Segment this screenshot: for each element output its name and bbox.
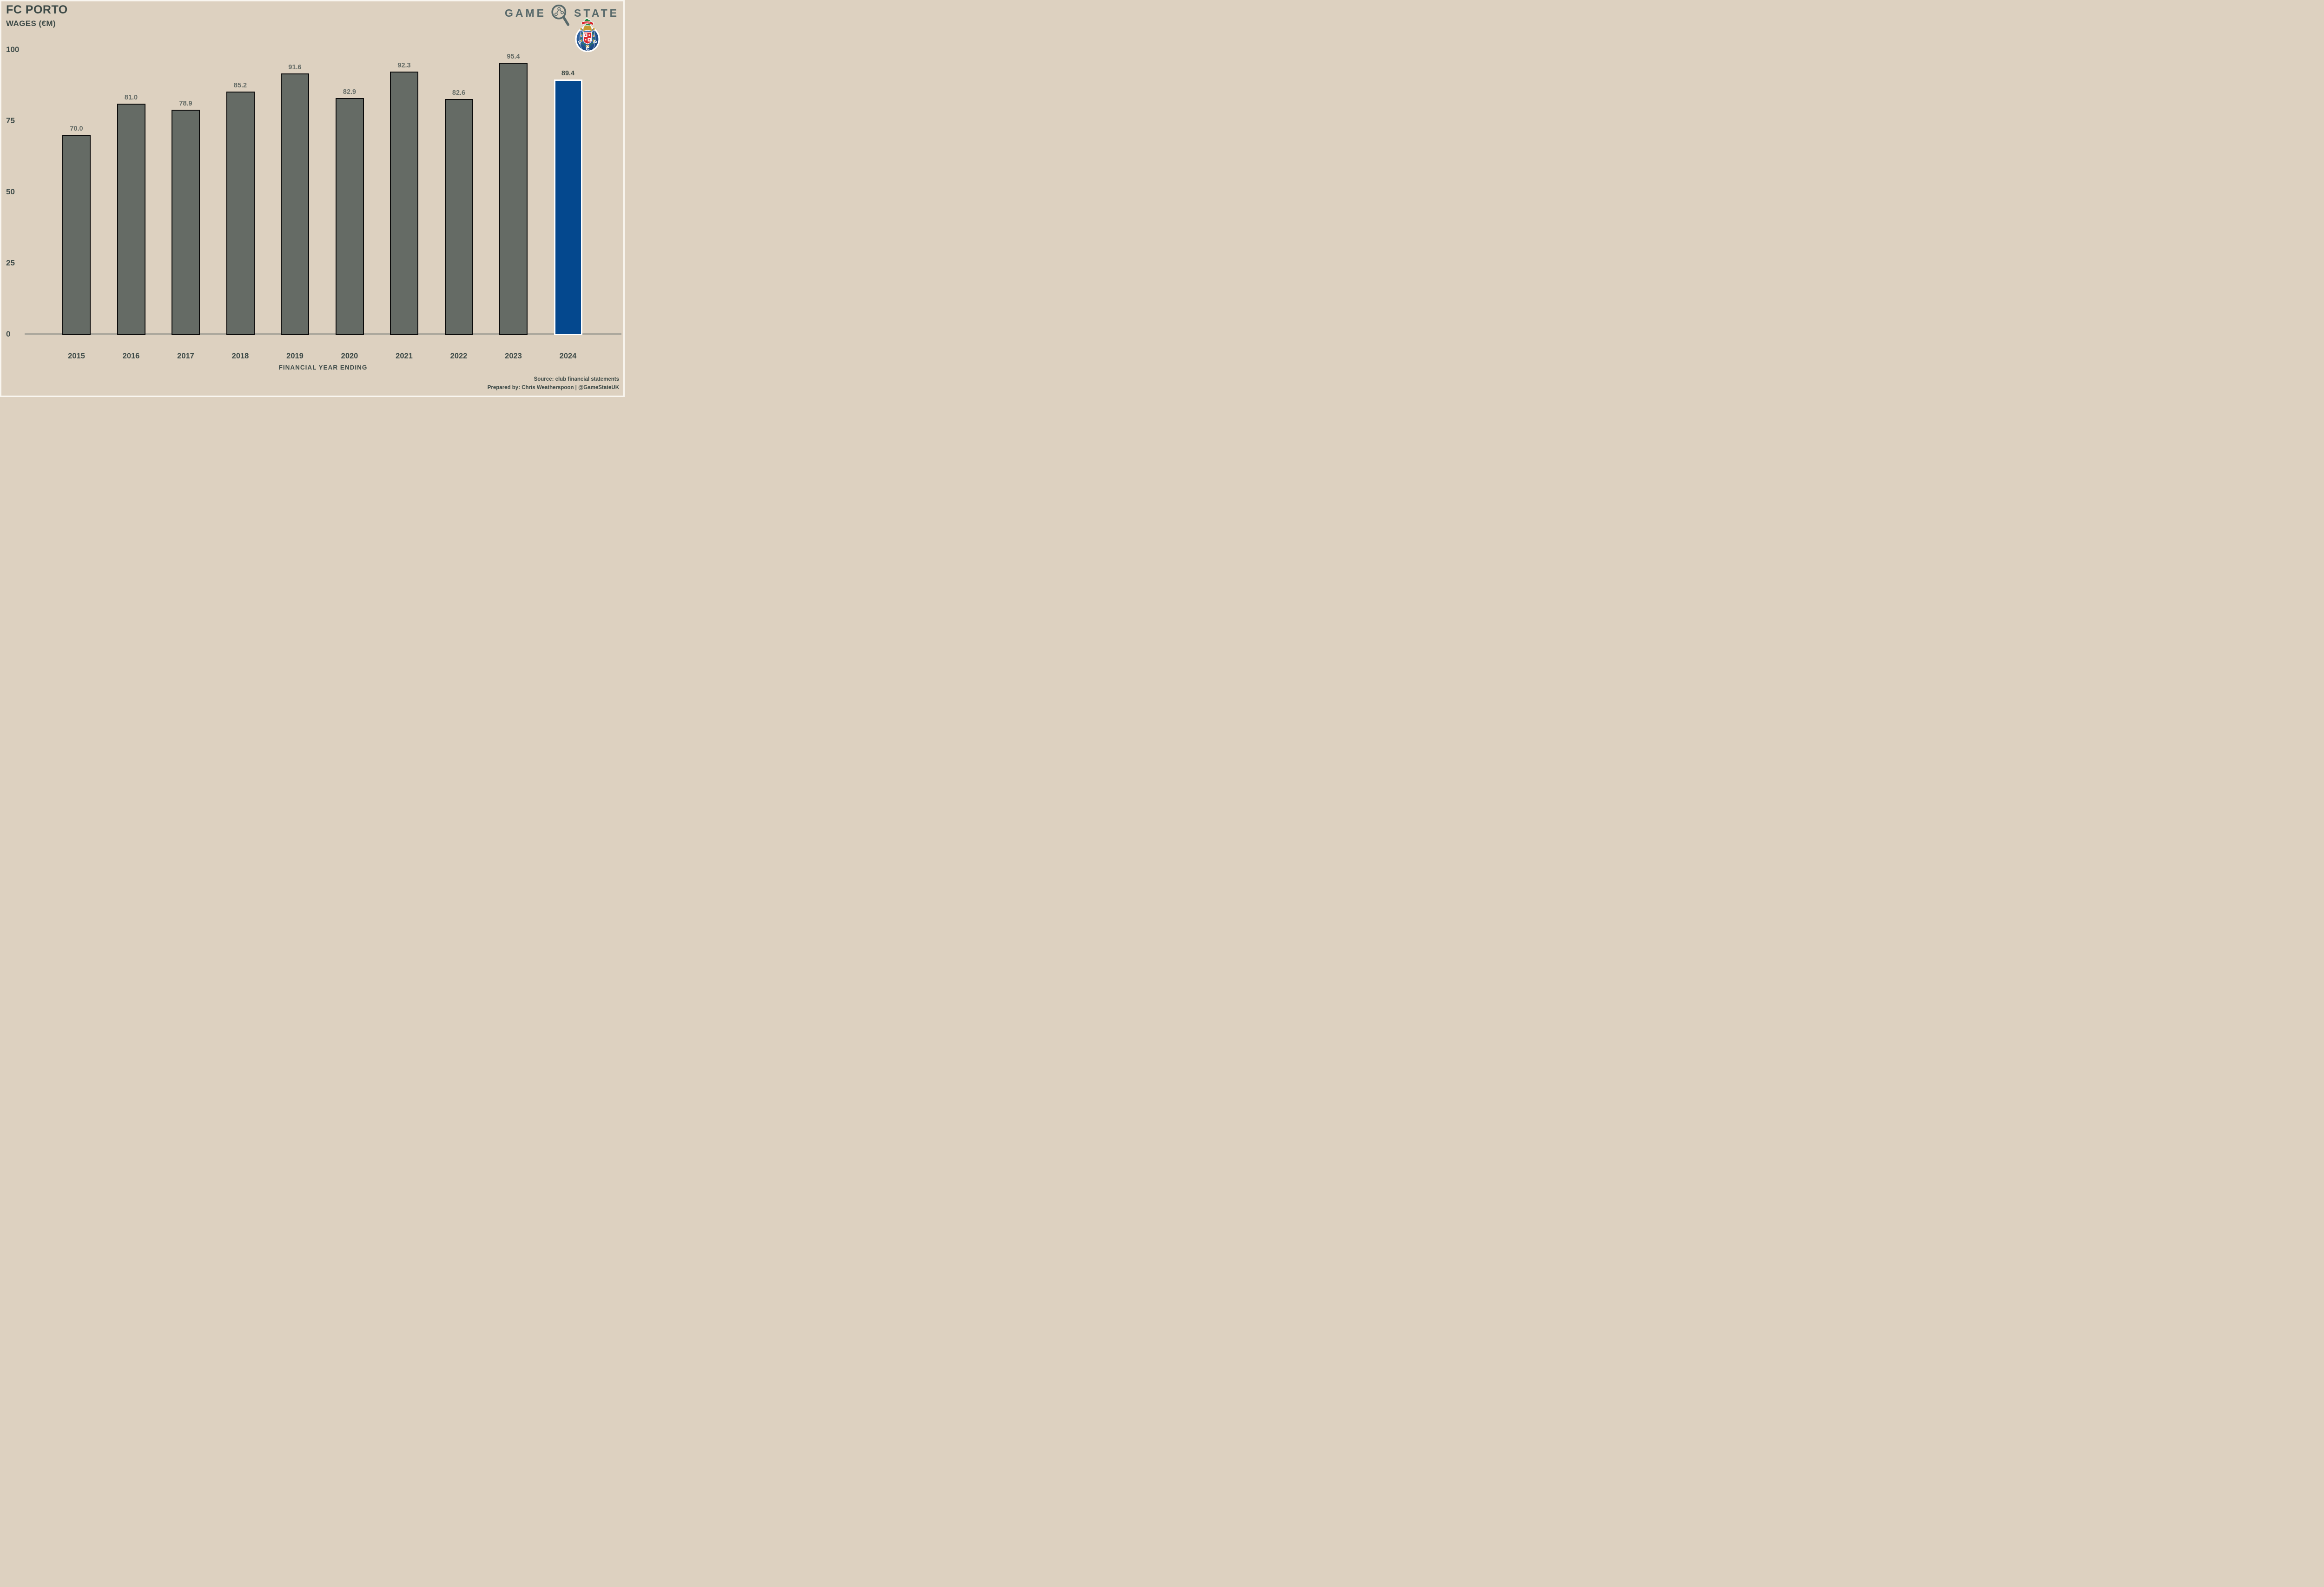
bar-2017 (172, 109, 200, 335)
svg-text:C: C (586, 46, 589, 52)
value-label-2023: 95.4 (507, 53, 520, 60)
y-tick-label-75: 75 (6, 116, 15, 125)
bar-2015 (62, 135, 91, 335)
prepared-line: Prepared by: Chris Weatherspoon | @GameS… (487, 385, 619, 391)
bar-2022 (444, 99, 473, 335)
x-tick-label-2019: 2019 (286, 352, 304, 360)
fc-porto-wages-chart: { "header": { "title": "FC PORTO", "subt… (0, 0, 625, 397)
bar-2024 (554, 79, 582, 335)
logo-word-game: GAME (505, 7, 547, 19)
bar-chart: 70.0 2015 81.0 2016 78.9 2017 85.2 2018 91.6 2019… (0, 0, 625, 397)
source-line: Source: club financial statements (534, 377, 619, 383)
bar-2019 (281, 73, 309, 335)
x-tick-label-2017: 2017 (177, 352, 194, 360)
x-tick-label-2018: 2018 (231, 352, 249, 360)
y-tick-label-50: 50 (6, 187, 15, 196)
fc-porto-crest: INVICTA F C P (574, 18, 601, 53)
svg-text:INVICTA: INVICTA (585, 22, 591, 24)
logo-word-state: STATE (574, 7, 619, 19)
bar-2018 (226, 92, 255, 335)
value-label-2022: 82.6 (452, 89, 466, 97)
value-label-2017: 78.9 (179, 99, 192, 107)
x-axis-title: FINANCIAL YEAR ENDING (278, 364, 368, 371)
x-tick-label-2020: 2020 (341, 352, 358, 360)
page-subtitle: WAGES (€M) (6, 19, 56, 28)
x-tick-label-2022: 2022 (450, 352, 468, 360)
value-label-2015: 70.0 (70, 125, 83, 133)
y-tick-label-25: 25 (6, 258, 15, 267)
value-label-2016: 81.0 (124, 93, 138, 101)
y-tick-label-100: 100 (6, 45, 20, 54)
y-tick-label-0: 0 (6, 330, 11, 338)
bar-2023 (499, 62, 528, 335)
x-axis-line (25, 333, 621, 335)
value-label-2020: 82.9 (343, 88, 357, 96)
footer-credits: Source: club financial statements Prepar… (488, 376, 619, 392)
bar-2020 (335, 98, 364, 335)
x-tick-label-2016: 2016 (122, 352, 140, 360)
page-title: FC PORTO (6, 3, 68, 16)
x-tick-label-2023: 2023 (505, 352, 522, 360)
x-tick-label-2024: 2024 (559, 352, 577, 360)
x-tick-label-2015: 2015 (68, 352, 85, 360)
magnifier-share-icon (551, 3, 570, 27)
value-label-2021: 92.3 (397, 61, 411, 69)
bar-2021 (390, 71, 418, 335)
svg-text:F: F (577, 40, 583, 46)
x-tick-label-2021: 2021 (396, 352, 413, 360)
game-state-logo: GAME STATE (505, 3, 619, 27)
value-label-2019: 91.6 (288, 63, 302, 71)
value-label-2024: 89.4 (561, 70, 575, 78)
bar-2016 (117, 103, 145, 335)
value-label-2018: 85.2 (233, 82, 247, 90)
